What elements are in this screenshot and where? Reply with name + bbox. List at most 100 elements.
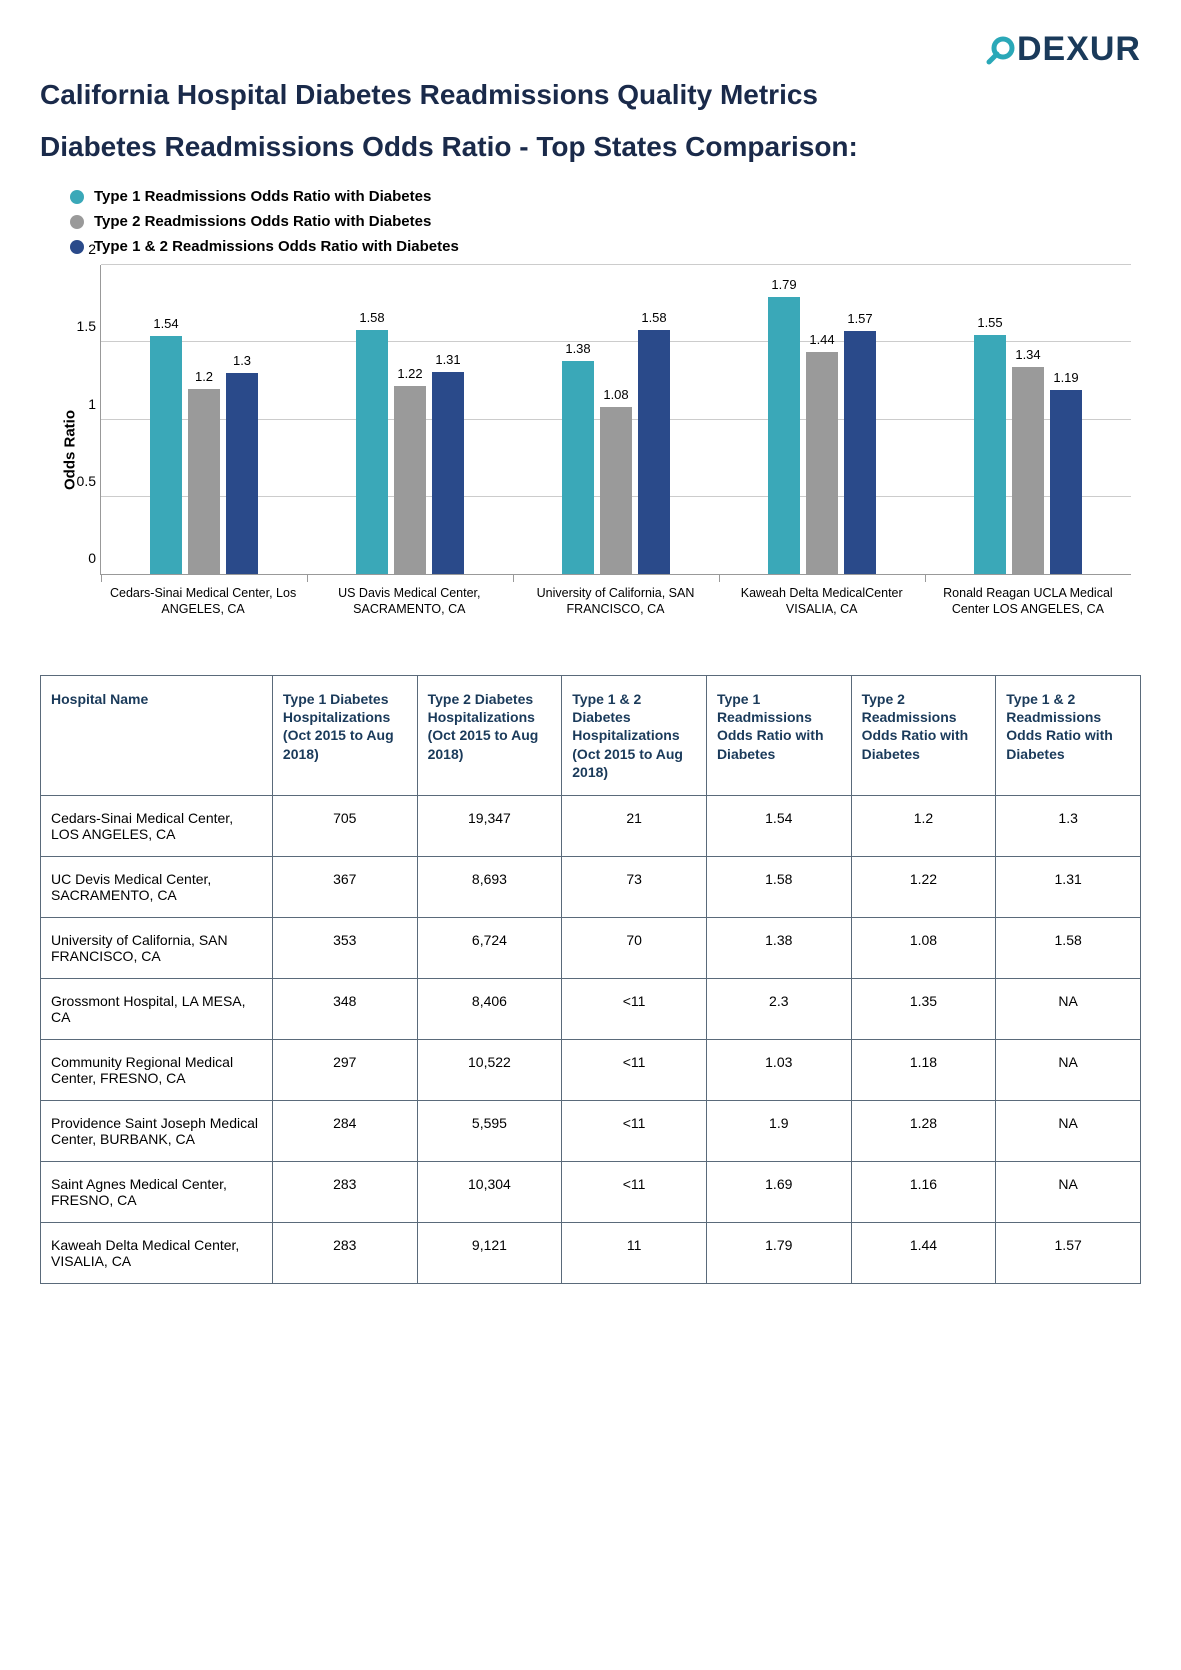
legend-item: Type 1 Readmissions Odds Ratio with Diab… xyxy=(70,188,1141,205)
table-cell: 10,304 xyxy=(417,1161,562,1222)
bar-value-label: 1.58 xyxy=(641,310,666,325)
legend-item: Type 1 & 2 Readmissions Odds Ratio with … xyxy=(70,238,1141,255)
table-cell: 70 xyxy=(562,917,707,978)
bar-value-label: 1.54 xyxy=(153,316,178,331)
table-cell: 348 xyxy=(272,978,417,1039)
bar-value-label: 1.34 xyxy=(1015,347,1040,362)
table-row: Grossmont Hospital, LA MESA, CA3488,406<… xyxy=(41,978,1141,1039)
table-cell: <11 xyxy=(562,978,707,1039)
table-cell: 283 xyxy=(272,1222,417,1283)
table-cell: 1.08 xyxy=(851,917,996,978)
table-cell: 283 xyxy=(272,1161,417,1222)
section-title: Diabetes Readmissions Odds Ratio - Top S… xyxy=(40,131,1141,163)
table-cell: 1.44 xyxy=(851,1222,996,1283)
data-table: Hospital NameType 1 Diabetes Hospitaliza… xyxy=(40,675,1141,1284)
table-header-cell: Type 1 & 2 Readmissions Odds Ratio with … xyxy=(996,676,1141,796)
bar-value-label: 1.31 xyxy=(435,352,460,367)
bar: 1.79 xyxy=(768,297,800,574)
table-cell: NA xyxy=(996,1039,1141,1100)
table-cell: Community Regional Medical Center, FRESN… xyxy=(41,1039,273,1100)
table-cell: 705 xyxy=(272,795,417,856)
table-cell: Grossmont Hospital, LA MESA, CA xyxy=(41,978,273,1039)
y-tick-label: 0 xyxy=(66,550,96,566)
table-header-cell: Type 1 Diabetes Hospitalizations (Oct 20… xyxy=(272,676,417,796)
table-cell: 8,693 xyxy=(417,856,562,917)
legend-label: Type 2 Readmissions Odds Ratio with Diab… xyxy=(94,213,431,230)
table-cell: 1.58 xyxy=(996,917,1141,978)
bar: 1.34 xyxy=(1012,367,1044,574)
bar: 1.58 xyxy=(638,330,670,574)
table-header-row: Hospital NameType 1 Diabetes Hospitaliza… xyxy=(41,676,1141,796)
bar-value-label: 1.22 xyxy=(397,366,422,381)
bar-groups: 1.541.21.31.581.221.311.381.081.581.791.… xyxy=(101,265,1131,574)
bar: 1.58 xyxy=(356,330,388,574)
table-cell: Kaweah Delta Medical Center, VISALIA, CA xyxy=(41,1222,273,1283)
table-cell: 1.69 xyxy=(706,1161,851,1222)
logo-text: DEXUR xyxy=(1017,30,1141,68)
table-cell: 297 xyxy=(272,1039,417,1100)
bar: 1.44 xyxy=(806,352,838,574)
page-title: California Hospital Diabetes Readmission… xyxy=(40,79,1141,111)
table-cell: 21 xyxy=(562,795,707,856)
table-row: Community Regional Medical Center, FRESN… xyxy=(41,1039,1141,1100)
bar-value-label: 1.44 xyxy=(809,332,834,347)
bar: 1.22 xyxy=(394,386,426,574)
table-cell: 73 xyxy=(562,856,707,917)
table-cell: <11 xyxy=(562,1161,707,1222)
legend-dot xyxy=(70,215,84,229)
table-cell: 367 xyxy=(272,856,417,917)
table-row: Cedars-Sinai Medical Center, LOS ANGELES… xyxy=(41,795,1141,856)
y-tick-label: 2 xyxy=(66,241,96,257)
table-cell: <11 xyxy=(562,1039,707,1100)
bar-value-label: 1.19 xyxy=(1053,370,1078,385)
bar-group: 1.581.221.31 xyxy=(307,265,513,574)
table-cell: 1.38 xyxy=(706,917,851,978)
bar: 1.19 xyxy=(1050,390,1082,574)
table-cell: 1.2 xyxy=(851,795,996,856)
y-tick-label: 1 xyxy=(66,396,96,412)
bar-value-label: 1.58 xyxy=(359,310,384,325)
x-tick-label: Ronald Reagan UCLA Medical Center LOS AN… xyxy=(925,580,1131,635)
table-cell: <11 xyxy=(562,1100,707,1161)
table-cell: 1.22 xyxy=(851,856,996,917)
search-icon xyxy=(985,34,1017,66)
x-tick-label: University of California, SAN FRANCISCO,… xyxy=(512,580,718,635)
legend-item: Type 2 Readmissions Odds Ratio with Diab… xyxy=(70,213,1141,230)
bar-value-label: 1.3 xyxy=(233,353,251,368)
table-cell: 1.3 xyxy=(996,795,1141,856)
table-row: UC Devis Medical Center, SACRAMENTO, CA3… xyxy=(41,856,1141,917)
table-header-cell: Type 2 Diabetes Hospitalizations (Oct 20… xyxy=(417,676,562,796)
bar: 1.38 xyxy=(562,361,594,574)
table-cell: University of California, SAN FRANCISCO,… xyxy=(41,917,273,978)
legend-dot xyxy=(70,190,84,204)
bar: 1.54 xyxy=(150,336,182,574)
table-cell: 19,347 xyxy=(417,795,562,856)
table-cell: 1.9 xyxy=(706,1100,851,1161)
table-header-cell: Type 2 Readmissions Odds Ratio with Diab… xyxy=(851,676,996,796)
table-cell: Cedars-Sinai Medical Center, LOS ANGELES… xyxy=(41,795,273,856)
bar: 1.2 xyxy=(188,389,220,574)
bar: 1.3 xyxy=(226,373,258,574)
table-cell: 1.03 xyxy=(706,1039,851,1100)
table-cell: 1.31 xyxy=(996,856,1141,917)
bar: 1.08 xyxy=(600,407,632,574)
logo: DEXUR xyxy=(40,30,1141,69)
table-cell: 9,121 xyxy=(417,1222,562,1283)
bar-value-label: 1.38 xyxy=(565,341,590,356)
bar-value-label: 1.55 xyxy=(977,315,1002,330)
table-cell: 5,595 xyxy=(417,1100,562,1161)
table-cell: Saint Agnes Medical Center, FRESNO, CA xyxy=(41,1161,273,1222)
table-row: Providence Saint Joseph Medical Center, … xyxy=(41,1100,1141,1161)
table-cell: 1.57 xyxy=(996,1222,1141,1283)
table-cell: Providence Saint Joseph Medical Center, … xyxy=(41,1100,273,1161)
table-cell: 11 xyxy=(562,1222,707,1283)
x-tick-label: Cedars-Sinai Medical Center, Los ANGELES… xyxy=(100,580,306,635)
table-header-cell: Hospital Name xyxy=(41,676,273,796)
bar: 1.31 xyxy=(432,372,464,574)
table-cell: 10,522 xyxy=(417,1039,562,1100)
table-cell: 6,724 xyxy=(417,917,562,978)
table-row: Saint Agnes Medical Center, FRESNO, CA28… xyxy=(41,1161,1141,1222)
table-cell: NA xyxy=(996,978,1141,1039)
table-cell: 353 xyxy=(272,917,417,978)
bar: 1.57 xyxy=(844,331,876,574)
